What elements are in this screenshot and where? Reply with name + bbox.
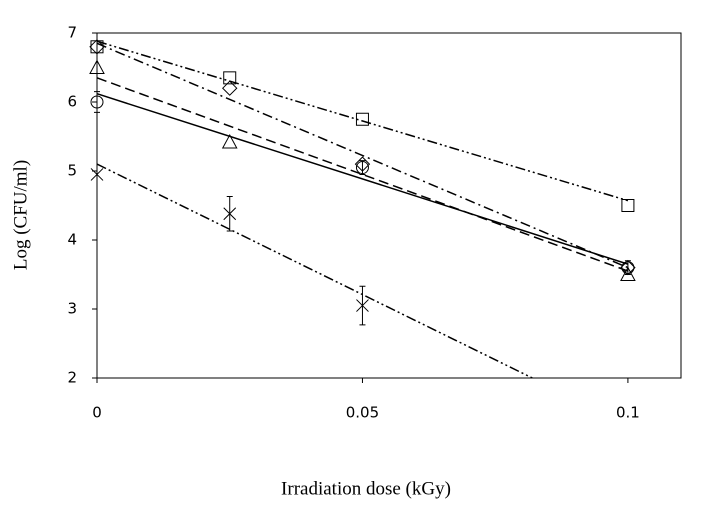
y-tick-label: 7 <box>67 24 77 42</box>
marker-square <box>621 199 635 212</box>
error-bar <box>94 91 100 113</box>
y-tick-label: 3 <box>67 300 77 318</box>
marker-square <box>90 40 104 54</box>
error-bar <box>359 285 366 326</box>
x-tick-label: 0.05 <box>346 404 379 422</box>
marker-diamond <box>222 80 238 96</box>
x-tick-label: 0 <box>92 404 102 422</box>
x-tick-label: 0.1 <box>616 404 640 422</box>
trend-line <box>96 42 629 269</box>
marker-square <box>223 71 237 85</box>
y-tick-label: 5 <box>67 162 77 180</box>
trend-line <box>96 93 629 265</box>
error-bar <box>226 196 233 232</box>
marker-square <box>355 112 369 126</box>
trend-line <box>96 163 533 379</box>
marker-cross <box>90 168 104 181</box>
y-tick-label: 4 <box>67 231 77 249</box>
marker-triangle <box>89 59 105 74</box>
y-tick-label: 6 <box>67 93 77 111</box>
marker-triangle <box>221 133 238 149</box>
marker-diamond <box>89 39 105 55</box>
plot-frame <box>96 32 682 379</box>
trend-line <box>96 40 629 202</box>
y-tick-label: 2 <box>67 369 77 387</box>
error-bar <box>624 260 631 275</box>
x-axis-label: Irradiation dose (kGy) <box>281 478 451 499</box>
trend-line <box>96 77 629 272</box>
error-bar <box>359 160 366 175</box>
y-axis-label: Log (CFU/ml) <box>10 160 31 270</box>
marker-triangle <box>620 266 636 281</box>
